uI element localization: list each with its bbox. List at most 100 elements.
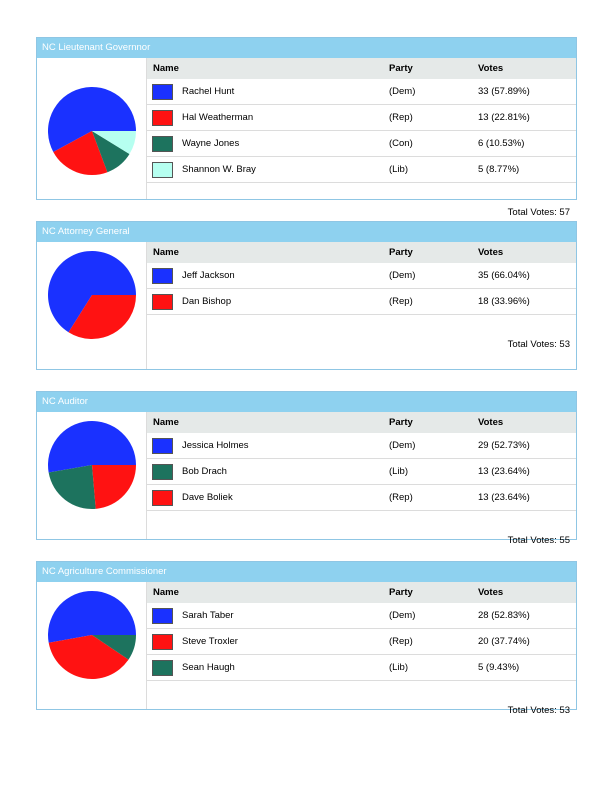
header-party: Party [389, 587, 413, 598]
header-votes: Votes [478, 247, 504, 258]
candidate-name: Jessica Holmes [182, 440, 249, 451]
candidate-name: Shannon W. Bray [182, 164, 256, 175]
candidate-party: (Dem) [389, 270, 416, 281]
pie-slice [47, 591, 136, 643]
header-votes: Votes [478, 63, 504, 74]
candidate-name: Hal Weatherman [182, 112, 254, 123]
table-header: Name Party Votes [147, 582, 576, 603]
table-row: Hal Weatherman (Rep) 13 (22.81%) [147, 105, 576, 131]
party-color-swatch [152, 162, 173, 178]
party-color-swatch [152, 110, 173, 126]
candidate-party: (Dem) [389, 610, 416, 621]
header-votes: Votes [478, 587, 504, 598]
candidate-party: (Lib) [389, 466, 409, 477]
party-color-swatch [152, 464, 173, 480]
race-title: NC Lieutenant Governnor [37, 38, 576, 58]
candidate-votes: 29 (52.73%) [478, 440, 530, 451]
pie-slice [92, 131, 136, 155]
table-row: Rachel Hunt (Dem) 33 (57.89%) [147, 79, 576, 105]
table-row: Shannon W. Bray (Lib) 5 (8.77%) [147, 157, 576, 183]
candidate-party: (Rep) [389, 636, 413, 647]
table-header: Name Party Votes [147, 412, 576, 433]
pie-slice [92, 465, 136, 509]
party-color-swatch [152, 660, 173, 676]
race-title: NC Agriculture Commissioner [37, 562, 576, 582]
total-votes: Total Votes: 53 [507, 705, 570, 716]
total-votes: Total Votes: 55 [507, 535, 570, 546]
header-votes: Votes [478, 417, 504, 428]
party-color-swatch [152, 608, 173, 624]
table-row: Sean Haugh (Lib) 5 (9.43%) [147, 655, 576, 681]
candidate-votes: 13 (22.81%) [478, 112, 530, 123]
total-votes: Total Votes: 57 [507, 207, 570, 218]
party-color-swatch [152, 490, 173, 506]
pie-slice [47, 87, 136, 152]
pie-slice [47, 251, 136, 333]
pie-chart [47, 87, 136, 175]
candidate-name: Sarah Taber [182, 610, 234, 621]
pie-slice [48, 421, 136, 473]
header-party: Party [389, 63, 413, 74]
table-row: Sarah Taber (Dem) 28 (52.83%) [147, 603, 576, 629]
candidate-name: Steve Troxler [182, 636, 238, 647]
candidate-name: Bob Drach [182, 466, 227, 477]
candidate-votes: 28 (52.83%) [478, 610, 530, 621]
candidate-party: (Lib) [389, 662, 409, 673]
candidate-votes: 18 (33.96%) [478, 296, 530, 307]
pie-chart [48, 421, 136, 509]
header-name: Name [153, 587, 179, 598]
pie-slice [92, 131, 130, 173]
race-card-attorney-general: NC Attorney General Name Party Votes Jef… [36, 221, 577, 370]
table-row: Dave Boliek (Rep) 13 (23.64%) [147, 485, 576, 511]
table-header: Name Party Votes [147, 58, 576, 79]
table-header: Name Party Votes [147, 242, 576, 263]
table-row: Jessica Holmes (Dem) 29 (52.73%) [147, 433, 576, 459]
results-table: Name Party Votes Sarah Taber (Dem) 28 (5… [147, 582, 576, 716]
race-title: NC Auditor [37, 392, 576, 412]
pie-slice [68, 295, 136, 339]
candidate-name: Rachel Hunt [182, 86, 235, 97]
candidate-party: (Dem) [389, 440, 416, 451]
party-color-swatch [152, 438, 173, 454]
table-row: Bob Drach (Lib) 13 (23.64%) [147, 459, 576, 485]
candidate-votes: 13 (23.64%) [478, 492, 530, 503]
candidate-name: Dan Bishop [182, 296, 232, 307]
results-table: Name Party Votes Rachel Hunt (Dem) 33 (5… [147, 58, 576, 218]
candidate-votes: 5 (9.43%) [478, 662, 520, 673]
header-party: Party [389, 417, 413, 428]
candidate-party: (Rep) [389, 112, 413, 123]
pie-chart-cell [37, 58, 147, 199]
race-card-agriculture-commissioner: NC Agriculture Commissioner Name Party V… [36, 561, 577, 716]
candidate-party: (Rep) [389, 296, 413, 307]
header-party: Party [389, 247, 413, 258]
table-row: Dan Bishop (Rep) 18 (33.96%) [147, 289, 576, 315]
candidate-name: Wayne Jones [182, 138, 240, 149]
candidate-name: Dave Boliek [182, 492, 233, 503]
table-row: Wayne Jones (Con) 6 (10.53%) [147, 131, 576, 157]
party-color-swatch [152, 294, 173, 310]
party-color-swatch [152, 634, 173, 650]
pie-chart-cell [37, 242, 147, 369]
candidate-votes: 35 (66.04%) [478, 270, 530, 281]
results-table: Name Party Votes Jessica Holmes (Dem) 29… [147, 412, 576, 546]
party-color-swatch [152, 84, 173, 100]
header-name: Name [153, 63, 179, 74]
candidate-party: (Rep) [389, 492, 413, 503]
candidate-name: Jeff Jackson [182, 270, 235, 281]
header-name: Name [153, 247, 179, 258]
pie-chart-cell [37, 412, 147, 539]
candidate-votes: 33 (57.89%) [478, 86, 530, 97]
race-title: NC Attorney General [37, 222, 576, 242]
results-table: Name Party Votes Jeff Jackson (Dem) 35 (… [147, 242, 576, 350]
candidate-name: Sean Haugh [182, 662, 235, 673]
party-color-swatch [152, 268, 173, 284]
party-color-swatch [152, 136, 173, 152]
candidate-party: (Dem) [389, 86, 416, 97]
pie-chart-cell [37, 582, 147, 709]
candidate-party: (Con) [389, 138, 413, 149]
pie-slice [92, 635, 136, 660]
pie-chart [47, 591, 136, 679]
candidate-votes: 5 (8.77%) [478, 164, 520, 175]
race-card-lieutenant-governor: NC Lieutenant Governnor Name Party Votes… [36, 37, 577, 218]
pie-chart [47, 251, 136, 339]
